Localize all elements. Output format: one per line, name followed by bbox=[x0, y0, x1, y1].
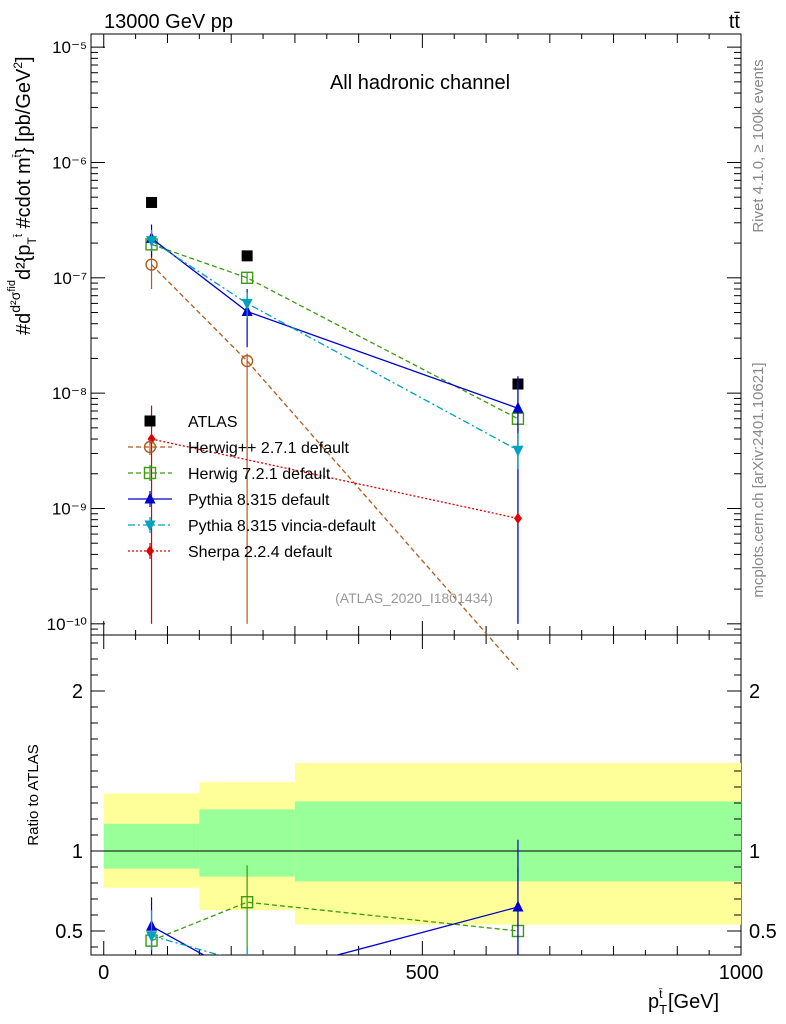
analysis-label: (ATLAS_2020_I1801434) bbox=[335, 590, 493, 606]
xlabel-part-T: T bbox=[659, 1002, 667, 1017]
ylabel-part-d2p: d²{p bbox=[13, 244, 35, 280]
ratio-point-herwig-7-2-1-default bbox=[240, 896, 254, 909]
main-y-tick-label: 10⁻⁹ bbox=[52, 499, 87, 518]
ratio-x-tick-label: 500 bbox=[406, 962, 439, 984]
main-y-axis-label: #dd²σfidd²{pTt̄ #cdot mt̄} [pb/GeV2] bbox=[6, 56, 39, 335]
ratio-y-tick-label-left: 0.5 bbox=[55, 921, 83, 943]
ratio-inner-band-0 bbox=[103, 823, 200, 869]
ratio-y-tick-label-right: 2 bbox=[749, 681, 760, 703]
main-point-pythia-8-315-vincia-default bbox=[146, 236, 158, 248]
legend-marker-herwig-7-2-1-default bbox=[143, 466, 157, 480]
main-y-tick-label: 10⁻¹⁰ bbox=[47, 615, 88, 634]
ylabel-part-tt2: t̄ bbox=[12, 154, 24, 158]
main-point-pythia-8-315-vincia-default bbox=[512, 445, 524, 457]
ratio-series-layer bbox=[145, 839, 525, 955]
ylabel-part-T: T bbox=[25, 236, 39, 244]
main-y-tick-label: 10⁻⁵ bbox=[52, 38, 87, 57]
x-axis-label: pTt̄ [GeV] bbox=[648, 987, 719, 1017]
ratio-x-tick-label: 0 bbox=[98, 962, 109, 984]
main-point-atlas bbox=[146, 196, 158, 208]
ratio-y-tick-label-left: 1 bbox=[72, 841, 83, 863]
legend-label-pythia-8-315-vincia-default: Pythia 8.315 vincia-default bbox=[188, 518, 376, 535]
legend-label-atlas: ATLAS bbox=[188, 414, 238, 431]
main-point-herwig-2-7-1-default bbox=[145, 258, 158, 271]
legend-label-herwig-2-7-1-default: Herwig++ 2.7.1 default bbox=[188, 440, 350, 457]
main-line-sherpa-2-2-4-default bbox=[151, 438, 519, 520]
ratio-plot-layer bbox=[91, 635, 742, 955]
legend-marker-sherpa-2-2-4-default bbox=[146, 545, 154, 557]
process-label: tt̄ bbox=[729, 11, 741, 33]
legend-label-herwig-7-2-1-default: Herwig 7.2.1 default bbox=[188, 466, 331, 483]
label-layer: 10⁻¹⁰ 10⁻⁹ 10⁻⁸ 10⁻⁷ 10⁻⁶ 10⁻⁵ 0.5 0.5 1 1 2 2 0 500 1… bbox=[6, 11, 777, 1017]
ylabel-part-close: ] bbox=[13, 56, 35, 62]
ylabel-part-cdot-m: #cdot m bbox=[13, 157, 35, 234]
ratio-y-tick-label-right: 1 bbox=[749, 841, 760, 863]
legend-label-pythia-8-315-default: Pythia 8.315 default bbox=[188, 492, 330, 509]
main-line-herwig-2-7-1-default bbox=[151, 264, 519, 671]
ratio-line-pythia-8-315-vincia-default bbox=[151, 935, 222, 955]
ratio-y-tick-label-left: 2 bbox=[72, 681, 83, 703]
ratio-y-axis-label: Ratio to ATLAS bbox=[25, 744, 42, 845]
mcplots-label: mcplots.cern.ch [arXiv:2401.10621] bbox=[750, 362, 767, 597]
main-y-tick-label: 10⁻⁷ bbox=[53, 269, 87, 288]
main-point-atlas bbox=[241, 250, 253, 262]
ylabel-part-fid: fid bbox=[6, 280, 18, 292]
ylabel-part-tt: t̄ bbox=[13, 234, 25, 238]
energy-label: 13000 GeV pp bbox=[104, 11, 233, 33]
main-point-herwig-7-2-1-default bbox=[240, 271, 254, 285]
legend-label-sherpa-2-2-4-default: Sherpa 2.2.4 default bbox=[188, 544, 333, 561]
xlabel-part-tt: t̄ bbox=[659, 987, 663, 1001]
main-y-tick-label: 10⁻⁸ bbox=[52, 384, 87, 403]
ylabel-part-d2sigma: d²σ bbox=[7, 291, 23, 312]
legend-marker-pythia-8-315-vincia-default bbox=[144, 520, 156, 532]
main-point-sherpa-2-2-4-default bbox=[513, 512, 522, 524]
rivet-label: Rivet 4.1.0, ≥ 100k events bbox=[750, 59, 767, 232]
main-line-herwig-7-2-1-default bbox=[151, 243, 519, 420]
ratio-point-pythia-8-315-default bbox=[512, 900, 524, 912]
main-point-pythia-8-315-vincia-default bbox=[241, 298, 253, 310]
xlabel-part-unit: [GeV] bbox=[662, 991, 719, 1013]
ratio-x-tick-label: 1000 bbox=[719, 962, 764, 984]
ylabel-part-d: #d bbox=[13, 313, 35, 335]
legend-marker-herwig-2-7-1-default bbox=[143, 440, 157, 454]
ratio-y-tick-label-right: 0.5 bbox=[749, 921, 777, 943]
plot-title: All hadronic channel bbox=[330, 72, 510, 94]
main-plot-layer bbox=[91, 34, 742, 671]
main-point-herwig-2-7-1-default bbox=[240, 354, 254, 368]
ylabel-part-exp: 2 bbox=[11, 62, 25, 69]
ylabel-part-unit: } [pb/GeV bbox=[13, 68, 35, 154]
main-y-tick-label: 10⁻⁶ bbox=[52, 153, 87, 172]
legend-marker-atlas bbox=[144, 415, 156, 427]
xlabel-part-p: p bbox=[648, 991, 659, 1013]
legend-marker-pythia-8-315-default bbox=[144, 492, 156, 504]
main-line-pythia-8-315-vincia-default bbox=[151, 240, 519, 451]
ratio-line-herwig-7-2-1-default bbox=[151, 901, 519, 942]
ratio-point-pythia-8-315-vincia-default bbox=[146, 931, 158, 943]
main-point-pythia-8-315-default bbox=[512, 401, 524, 413]
ratio-line-pythia-8-315-default bbox=[151, 906, 519, 955]
